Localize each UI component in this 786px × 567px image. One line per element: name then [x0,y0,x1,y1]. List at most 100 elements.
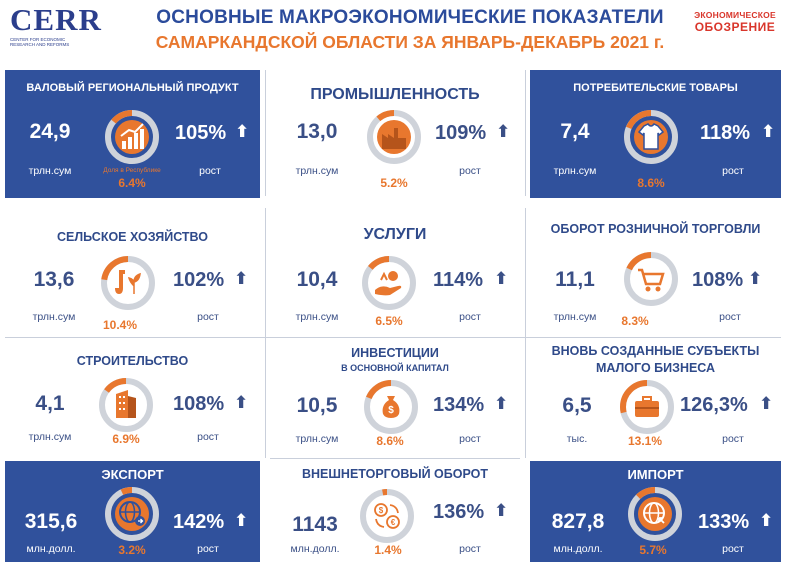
card-title: УСЛУГИ [363,226,427,243]
card-value: 1143 [292,513,338,536]
tshirt-icon [624,110,678,164]
card-retail: ОБОРОТ РОЗНИЧНОЙ ТОРГОВЛИ 11,1 трлн.сум … [530,208,781,334]
arrow-up-icon: ⬆ [761,122,776,141]
card-title-line1: ВНОВЬ СОЗДАННЫЕ СУБЪЕКТЫ [551,344,760,358]
card-unit: трлн.сум [295,433,339,445]
arrow-up-icon: ⬆ [234,269,249,288]
globe-import-icon [628,487,682,541]
arrow-up-icon: ⬆ [234,511,249,530]
share-value: 8.6% [376,434,404,448]
card-title: ПРОМЫШЛЕННОСТЬ [310,86,480,103]
growth-value: 134% [433,394,485,416]
card-value: 10,5 [296,394,338,417]
card-grp: ВАЛОВЫЙ РЕГИОНАЛЬНЫЙ ПРОДУКТ 24,9 трлн.с… [5,70,260,198]
growth-label: рост [459,165,481,177]
arrow-up-icon: ⬆ [234,393,249,412]
card-unit: трлн.сум [295,165,339,177]
logo-subtext: CENTER FOR ECONOMIC RESEARCH AND REFORMS [10,37,70,47]
card-export: ЭКСПОРТ 315,6 млн.долл. 3.2% 142% ⬆ рост [5,461,260,562]
currency-exchange-icon: $ € [360,489,414,543]
share-value: 6.9% [112,432,140,446]
card-value: 4,1 [35,392,65,415]
growth-value: 108% [173,393,225,415]
growth-label: рост [459,433,481,445]
card-foreign-trade: ВНЕШНЕТОРГОВЫЙ ОБОРОТ 1143 млн.долл. $ €… [270,461,520,562]
arrow-up-icon: ⬆ [494,394,509,413]
arrow-up-icon: ⬆ [494,269,509,288]
growth-value: 114% [433,269,484,291]
growth-value: 109% [435,122,487,144]
arrow-up-icon: ⬆ [759,394,774,413]
growth-value: 142% [173,511,225,533]
card-title: ПОТРЕБИТЕЛЬСКИЕ ТОВАРЫ [573,82,738,94]
shopping-cart-icon [624,252,678,306]
growth-chart-icon [105,110,159,164]
arrow-up-icon: ⬆ [748,269,763,288]
divider [265,208,266,458]
divider [525,70,526,196]
divider [525,208,526,458]
share-value: 8.3% [621,314,649,328]
brand-line1: ЭКОНОМИЧЕСКОЕ [694,10,776,20]
card-unit: трлн.сум [553,165,597,177]
card-value: 13,0 [296,120,338,143]
growth-label: рост [459,543,481,555]
growth-label: рост [719,311,741,323]
share-value: 5.7% [639,543,667,557]
card-value: 315,6 [24,510,78,533]
growth-label: рост [197,311,219,323]
card-industry: ПРОМЫШЛЕННОСТЬ 13,0 трлн.сум 5.2% 109% ⬆… [270,70,520,198]
brand-line2: ОБОЗРЕНИЕ [694,20,776,34]
page-title: ОСНОВНЫЕ МАКРОЭКОНОМИЧЕСКИЕ ПОКАЗАТЕЛИ [156,7,664,28]
arrow-up-icon: ⬆ [235,122,250,141]
svg-text:€: € [391,518,396,527]
cerr-logo: CERR CENTER FOR ECONOMIC RESEARCH AND RE… [10,4,130,50]
card-small-business: ВНОВЬ СОЗДАННЫЕ СУБЪЕКТЫ МАЛОГО БИЗНЕСА … [530,340,781,456]
share-value: 5.2% [380,176,408,190]
growth-value: 136% [433,501,485,523]
logo-text: CERR [10,2,102,37]
arrow-up-icon: ⬆ [494,501,509,520]
card-unit: трлн.сум [28,431,72,443]
card-import: ИМПОРТ 827,8 млн.долл. 5.7% 133% ⬆ рост [530,461,781,562]
hand-service-icon [362,256,416,310]
card-services: УСЛУГИ 10,4 трлн.сум 6.5% 114% ⬆ рост [270,208,520,334]
card-unit: трлн.сум [553,311,597,323]
growth-value: 126,3% [680,394,748,416]
share-value: 6.5% [375,314,403,328]
card-value: 11,1 [555,268,595,291]
card-value: 10,4 [296,268,338,291]
share-value: 1.4% [374,543,402,557]
growth-value: 105% [175,122,227,144]
growth-label: рост [722,165,744,177]
growth-label: рост [722,543,744,555]
card-title: ВНЕШНЕТОРГОВЫЙ ОБОРОТ [301,467,489,481]
divider [270,458,520,459]
card-unit: млн.долл. [26,543,76,555]
card-unit: трлн.сум [28,165,72,177]
card-value: 7,4 [560,120,590,143]
growth-label: рост [459,311,481,323]
shovel-plant-icon [101,256,155,310]
card-investment: ИНВЕСТИЦИИ В ОСНОВНОЙ КАПИТАЛ 10,5 трлн.… [270,340,520,456]
brand-logo: ЭКОНОМИЧЕСКОЕ ОБОЗРЕНИЕ [690,9,780,33]
growth-value: 118% [700,122,751,144]
card-title: СТРОИТЕЛЬСТВО [76,354,189,368]
growth-value: 108% [692,269,744,291]
arrow-up-icon: ⬆ [759,511,774,530]
share-value: 13.1% [627,434,663,448]
card-unit: тыс. [566,433,588,445]
card-title-line2: МАЛОГО БИЗНЕСА [595,361,716,375]
share-value: 3.2% [118,543,146,557]
building-icon [99,378,153,432]
card-agriculture: СЕЛЬСКОЕ ХОЗЯЙСТВО 13,6 трлн.сум 10.4% 1… [5,208,260,334]
briefcase-icon [620,380,674,434]
share-note: Доля в Республике [103,167,161,174]
card-title: ИНВЕСТИЦИИ [351,346,439,360]
divider [265,70,266,196]
card-title: СЕЛЬСКОЕ ХОЗЯЙСТВО [56,230,208,244]
card-unit: трлн.сум [295,311,339,323]
growth-value: 133% [698,511,750,533]
card-title: ЭКСПОРТ [101,467,164,482]
card-title: ИМПОРТ [627,467,684,482]
